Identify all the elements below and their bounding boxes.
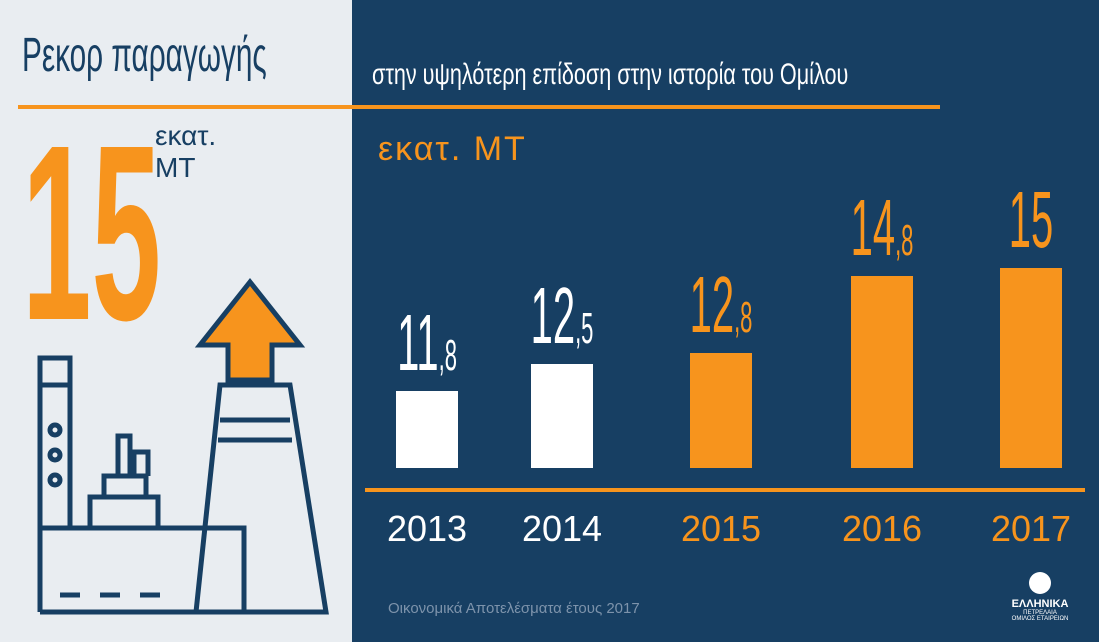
- refinery-icon: [37, 277, 329, 615]
- chart-unit-label: εκατ. ΜΤ: [378, 130, 527, 168]
- value-label: 14,8: [850, 182, 914, 272]
- year-label: 2016: [841, 508, 923, 549]
- logo-icon: [1029, 572, 1051, 594]
- bar-2015: [690, 352, 752, 468]
- logo-name2: ΠΕΤΡΕΛΑΙΑ: [1023, 610, 1057, 616]
- company-logo: ΕΛΛΗΝΙΚΑ ΠΕΤΡΕΛΑΙΑ ΟΜΙΛΟΣ ΕΤΑΙΡΕΙΩΝ: [1000, 572, 1080, 622]
- subtitle: στην υψηλότερη επίδοση στην ιστορία του …: [372, 58, 849, 91]
- highlight-unit-line1: εκατ.: [155, 120, 217, 151]
- value-label: 12,5: [530, 271, 594, 361]
- year-label: 2017: [990, 508, 1072, 549]
- page-title: Ρεκορ παραγωγής: [22, 29, 267, 82]
- logo-tag: ΟΜΙΛΟΣ ΕΤΑΙΡΕΙΩΝ: [1011, 616, 1069, 622]
- highlight-unit-line2: ΜΤ: [155, 152, 196, 183]
- footer-text: Οικονομικά Αποτελέσματα έτους 2017: [388, 600, 640, 617]
- value-label: 15: [1008, 175, 1054, 264]
- bar-2013: [396, 391, 458, 468]
- chart-baseline: [365, 488, 1085, 492]
- year-label: 2014: [521, 508, 603, 549]
- value-label: 12,8: [689, 259, 753, 349]
- value-label: 11,8: [397, 298, 457, 388]
- bar-2014: [531, 364, 593, 468]
- bar-2017: [1000, 268, 1062, 468]
- bar-2016: [851, 275, 913, 468]
- logo-name: ΕΛΛΗΝΙΚΑ: [1011, 598, 1069, 610]
- highlight-value: 15: [22, 93, 162, 372]
- highlight-unit: εκατ. ΜΤ: [155, 120, 216, 184]
- title-divider: [18, 105, 940, 109]
- year-label: 2015: [680, 508, 762, 549]
- year-label: 2013: [386, 508, 468, 549]
